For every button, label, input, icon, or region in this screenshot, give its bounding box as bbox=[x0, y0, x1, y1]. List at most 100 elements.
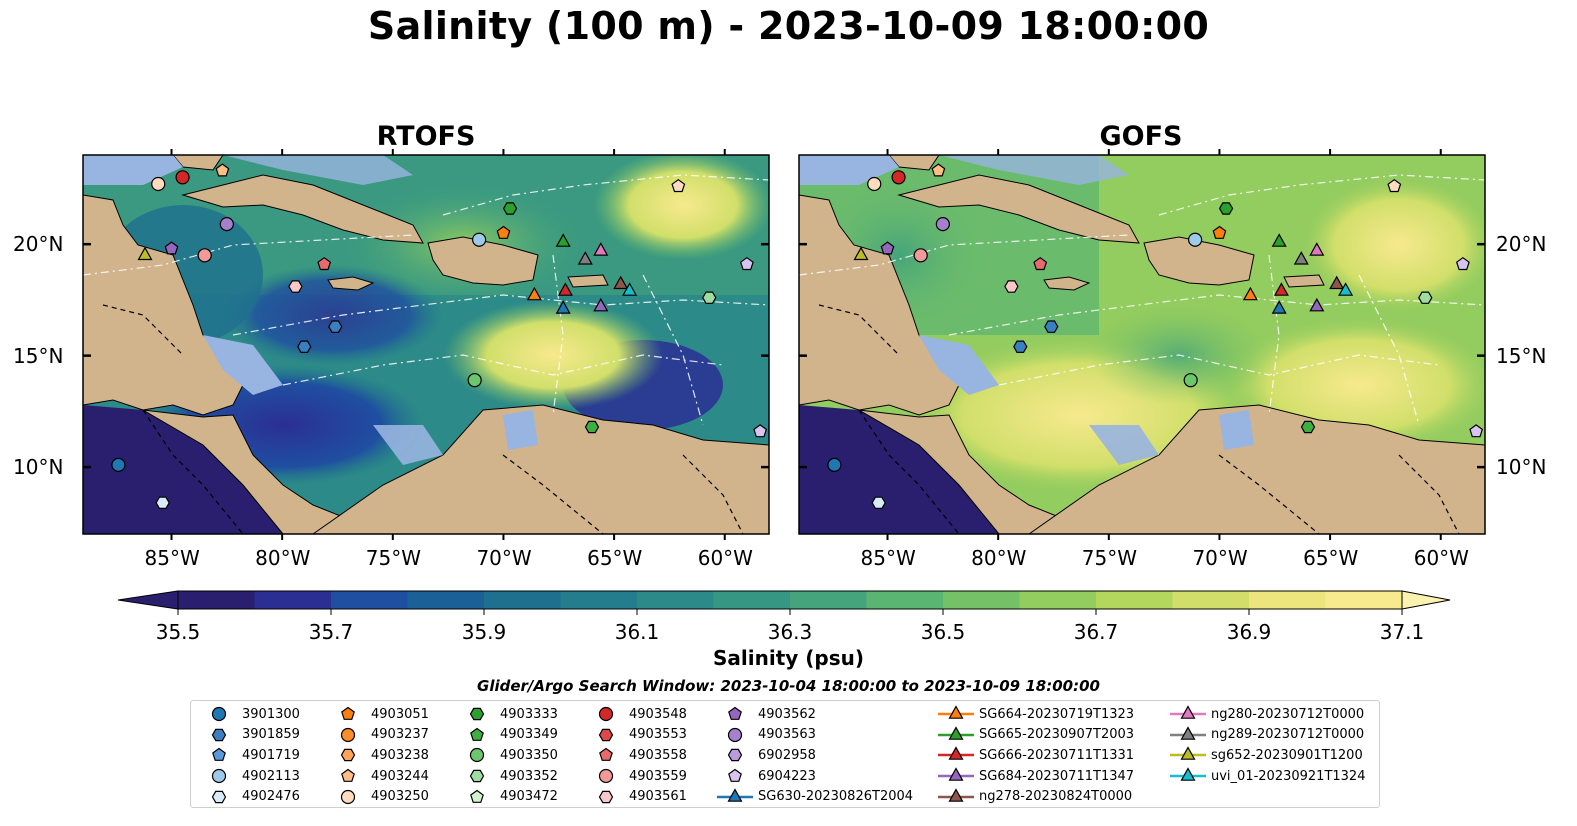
rtofs-float-marker-27[interactable] bbox=[593, 242, 609, 256]
legend-symbol[interactable] bbox=[727, 788, 743, 802]
legend-symbol[interactable] bbox=[948, 767, 964, 781]
rtofs-float-marker-1[interactable] bbox=[328, 320, 343, 333]
legend-symbol[interactable] bbox=[211, 790, 227, 803]
legend-symbol[interactable] bbox=[212, 748, 226, 762]
gofs-float-marker-5[interactable] bbox=[1212, 225, 1227, 239]
rtofs-float-marker-14[interactable] bbox=[317, 256, 332, 271]
gofs-float-marker-23[interactable] bbox=[1271, 233, 1287, 247]
gofs-float-marker-24[interactable] bbox=[1273, 282, 1289, 296]
rtofs-float-marker-9[interactable] bbox=[467, 373, 482, 388]
gofs-float-marker-14[interactable] bbox=[1033, 256, 1048, 271]
gofs-float-marker-25[interactable] bbox=[1309, 297, 1325, 312]
gofs-float-marker-27[interactable] bbox=[1309, 242, 1325, 256]
legend-symbol[interactable] bbox=[469, 769, 485, 783]
rtofs-float-marker-11[interactable] bbox=[584, 420, 600, 434]
rtofs-float-marker-12[interactable] bbox=[671, 178, 686, 193]
lon-tick-label: 80°W bbox=[255, 546, 311, 570]
legend-symbol[interactable] bbox=[728, 768, 742, 782]
rtofs-float-marker-23[interactable] bbox=[555, 233, 571, 247]
rtofs-float-marker-6[interactable] bbox=[215, 163, 230, 177]
gofs-float-marker-21[interactable] bbox=[1271, 300, 1287, 314]
legend-symbol[interactable] bbox=[211, 768, 227, 784]
rtofs-float-marker-16[interactable] bbox=[288, 280, 303, 293]
legend-symbol[interactable] bbox=[341, 706, 355, 720]
map-gofs[interactable] bbox=[798, 149, 1486, 540]
rtofs-float-marker-10[interactable] bbox=[702, 291, 717, 304]
gofs-float-marker-7[interactable] bbox=[867, 176, 882, 192]
rtofs-float-marker-5[interactable] bbox=[496, 225, 511, 239]
legend-symbol[interactable] bbox=[598, 790, 614, 803]
legend-symbol[interactable] bbox=[341, 768, 355, 782]
rtofs-float-marker-13[interactable] bbox=[175, 170, 190, 185]
legend-symbol[interactable] bbox=[598, 768, 614, 784]
gofs-float-marker-2[interactable] bbox=[1013, 340, 1028, 353]
legend-symbol[interactable] bbox=[1180, 767, 1196, 781]
legend-symbol[interactable] bbox=[727, 749, 743, 762]
rtofs-float-marker-22[interactable] bbox=[526, 286, 542, 301]
legend-symbol[interactable] bbox=[340, 749, 356, 762]
rtofs-float-marker-3[interactable] bbox=[472, 232, 487, 247]
gofs-float-marker-10[interactable] bbox=[1418, 291, 1433, 304]
rtofs-float-marker-7[interactable] bbox=[151, 176, 166, 192]
legend-symbol[interactable] bbox=[1180, 746, 1196, 761]
gofs-float-marker-28[interactable] bbox=[1293, 251, 1309, 265]
gofs-float-marker-20[interactable] bbox=[1469, 424, 1484, 438]
map-rtofs[interactable] bbox=[82, 149, 770, 540]
gofs-float-marker-26[interactable] bbox=[1329, 275, 1345, 290]
gofs-float-marker-11[interactable] bbox=[1300, 420, 1316, 434]
gofs-float-marker-15[interactable] bbox=[913, 248, 928, 263]
legend-symbol[interactable] bbox=[470, 789, 484, 803]
legend-symbol[interactable] bbox=[948, 705, 964, 719]
legend-symbol[interactable] bbox=[470, 727, 484, 741]
rtofs-float-marker-15[interactable] bbox=[197, 248, 212, 263]
gofs-float-marker-8[interactable] bbox=[1218, 202, 1234, 215]
rtofs-float-marker-26[interactable] bbox=[613, 275, 629, 290]
rtofs-float-marker-24[interactable] bbox=[557, 282, 573, 296]
legend-symbol[interactable] bbox=[1180, 725, 1196, 740]
gofs-float-marker-22[interactable] bbox=[1242, 286, 1258, 301]
gofs-float-marker-18[interactable] bbox=[935, 217, 950, 232]
rtofs-float-marker-17[interactable] bbox=[164, 241, 179, 255]
rtofs-float-marker-21[interactable] bbox=[555, 300, 571, 314]
gofs-float-marker-12[interactable] bbox=[1387, 178, 1402, 193]
rtofs-float-marker-25[interactable] bbox=[593, 297, 609, 312]
rtofs-float-marker-28[interactable] bbox=[577, 251, 593, 265]
legend-symbol[interactable] bbox=[469, 707, 485, 721]
rtofs-float-marker-19[interactable] bbox=[739, 256, 754, 271]
legend-symbol[interactable] bbox=[599, 748, 613, 762]
rtofs-float-marker-8[interactable] bbox=[502, 202, 518, 215]
gofs-float-marker-16[interactable] bbox=[1004, 280, 1019, 293]
legend-symbol[interactable] bbox=[340, 789, 356, 804]
legend-symbol[interactable] bbox=[469, 748, 485, 763]
gofs-float-marker-17[interactable] bbox=[880, 241, 895, 255]
gofs-float-marker-3[interactable] bbox=[1188, 232, 1203, 247]
rtofs-float-marker-29[interactable] bbox=[137, 246, 153, 261]
gofs-float-marker-30[interactable] bbox=[1338, 282, 1354, 296]
legend-symbol[interactable] bbox=[1180, 705, 1196, 719]
legend-symbol[interactable] bbox=[211, 728, 227, 741]
rtofs-float-marker-2[interactable] bbox=[297, 340, 312, 353]
rtofs-float-marker-4[interactable] bbox=[155, 496, 170, 509]
gofs-float-marker-0[interactable] bbox=[827, 457, 842, 472]
rtofs-float-marker-18[interactable] bbox=[219, 217, 234, 232]
gofs-float-marker-1[interactable] bbox=[1044, 320, 1059, 333]
legend-marker-pentagon bbox=[341, 706, 355, 720]
gofs-float-marker-29[interactable] bbox=[853, 246, 869, 261]
gofs-float-marker-13[interactable] bbox=[891, 170, 906, 185]
rtofs-float-marker-30[interactable] bbox=[622, 282, 638, 296]
legend-symbol[interactable] bbox=[948, 725, 964, 740]
legend-symbol[interactable] bbox=[948, 746, 964, 761]
gofs-float-marker-9[interactable] bbox=[1183, 373, 1198, 388]
legend-symbol[interactable] bbox=[728, 706, 742, 720]
gofs-float-marker-6[interactable] bbox=[931, 163, 946, 177]
gofs-float-marker-4[interactable] bbox=[871, 496, 886, 509]
rtofs-float-marker-0[interactable] bbox=[111, 457, 126, 472]
legend-symbol[interactable] bbox=[598, 706, 614, 722]
legend-symbol[interactable] bbox=[948, 788, 964, 802]
rtofs-float-marker-20[interactable] bbox=[753, 424, 768, 438]
legend-symbol[interactable] bbox=[598, 728, 614, 741]
legend-symbol[interactable] bbox=[340, 727, 356, 742]
gofs-float-marker-19[interactable] bbox=[1455, 256, 1470, 271]
legend-symbol[interactable] bbox=[727, 727, 743, 742]
legend-symbol[interactable] bbox=[211, 706, 227, 722]
